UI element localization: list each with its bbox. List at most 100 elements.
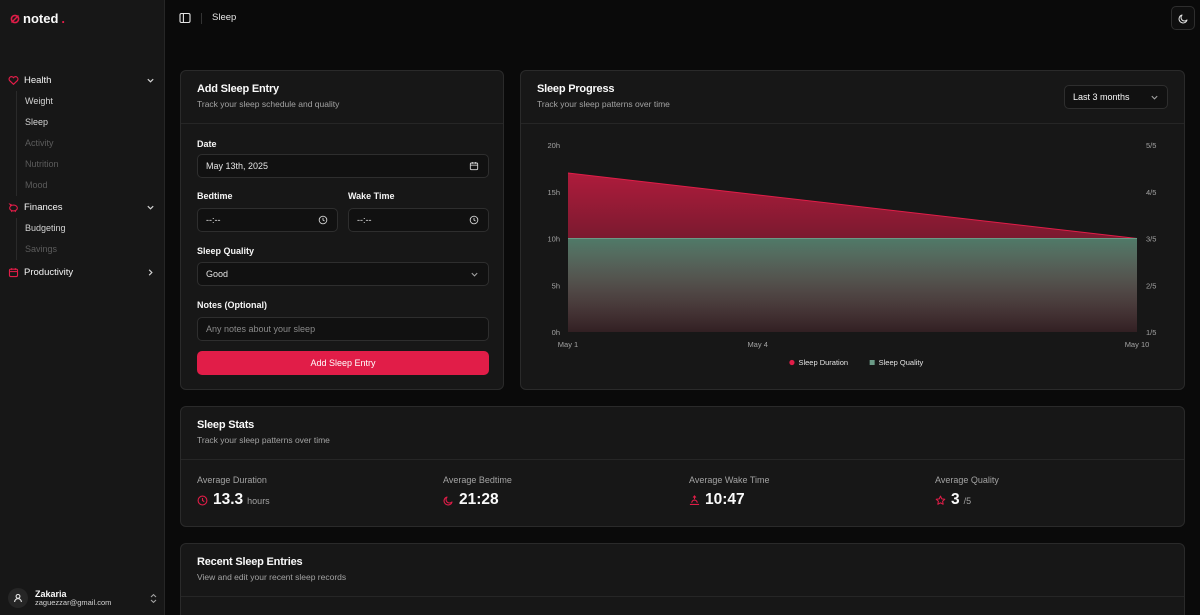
sidebar-item-budgeting[interactable]: Budgeting [25, 223, 66, 233]
sidebar-item-weight[interactable]: Weight [25, 96, 53, 106]
bedtime-input[interactable]: --:-- [197, 208, 338, 232]
nav-finances-label: Finances [24, 201, 63, 213]
stat-average-quality: Average Quality 3 /5 [935, 475, 1181, 509]
sidebar-item-sleep[interactable]: Sleep [25, 117, 49, 127]
sidebar: noted. Health Weight Sleep Activity Nutr… [0, 0, 165, 615]
quality-select[interactable]: Good [197, 262, 489, 286]
time-range-value: Last 3 months [1073, 92, 1130, 102]
date-label: Date [197, 139, 217, 149]
y-left-tick-label: 0h [552, 328, 560, 337]
nav-productivity-label: Productivity [24, 266, 74, 278]
legend-label: Sleep Quality [879, 358, 924, 367]
sidebar-item-savings: Savings [25, 244, 58, 254]
y-left-tick-label: 5h [552, 281, 560, 290]
date-value: May 13th, 2025 [206, 161, 269, 171]
chevron-down-icon [145, 75, 155, 85]
star-icon [935, 495, 946, 506]
calendar-icon [8, 267, 19, 278]
sunrise-icon [689, 494, 700, 506]
x-tick-label: May 4 [747, 340, 767, 349]
chevron-down-icon [145, 202, 155, 212]
chevrons-up-down-icon [148, 593, 158, 604]
notes-input[interactable]: Any notes about your sleep [197, 317, 489, 341]
notes-label: Notes (Optional) [197, 300, 267, 310]
nav-group-health: Health Weight Sleep Activity Nutrition M… [0, 70, 165, 196]
topbar: Sleep [165, 0, 1200, 36]
time-range-select[interactable]: Last 3 months [1064, 85, 1168, 109]
card-subtitle: View and edit your recent sleep records [197, 572, 347, 582]
stat-average-duration: Average Duration 13.3 hours [197, 475, 443, 509]
app-name-dot: . [61, 11, 66, 26]
waketime-input[interactable]: --:-- [348, 208, 489, 232]
sleep-stats-card: Sleep Stats Track your sleep patterns ov… [180, 406, 1185, 527]
heart-icon [8, 75, 19, 86]
card-subtitle: Track your sleep schedule and quality [197, 99, 340, 109]
y-left-tick-label: 15h [547, 188, 560, 197]
piggy-bank-icon [8, 202, 19, 213]
add-sleep-entry-button[interactable]: Add Sleep Entry [197, 351, 489, 375]
add-sleep-entry-card: Add Sleep Entry Track your sleep schedul… [180, 70, 504, 390]
y-left-tick-label: 20h [547, 141, 560, 150]
stat-value: 3 [951, 491, 960, 508]
y-left-tick-label: 10h [547, 235, 560, 244]
sleep-progress-card: Sleep Progress Track your sleep patterns… [520, 70, 1185, 390]
stat-average-wake-time: Average Wake Time 10:47 [689, 475, 935, 509]
y-right-tick-label: 2/5 [1146, 281, 1156, 290]
nav-group-productivity: Productivity [0, 262, 165, 282]
sleep-quality-area [568, 238, 1137, 332]
header-divider [201, 13, 202, 24]
card-subtitle: Track your sleep patterns over time [537, 99, 670, 109]
stats-row: Average Duration 13.3 hours Average Bedt… [197, 475, 1181, 509]
y-right-tick-label: 1/5 [1146, 328, 1156, 337]
user-menu[interactable]: Zakaria zaguezzar@gmail.com [8, 585, 158, 611]
stat-label: Average Bedtime [443, 475, 512, 485]
x-tick-label: May 10 [1125, 340, 1150, 349]
sleep-progress-chart: 0h 5h 10h 15h 20h 1/5 2/5 3/5 4/5 5/5 May 1 May 4 Ma… [547, 141, 1156, 367]
sidebar-item-activity: Activity [25, 138, 54, 148]
stat-unit: hours [247, 496, 270, 506]
moon-icon [443, 495, 454, 506]
stat-label: Average Duration [197, 475, 267, 485]
legend-marker [789, 359, 795, 366]
stat-value: 21:28 [459, 491, 499, 508]
date-picker[interactable]: May 13th, 2025 [197, 154, 489, 178]
card-title: Sleep Progress [537, 83, 615, 95]
card-title: Sleep Stats [197, 419, 255, 431]
app-logo[interactable]: noted. [10, 11, 65, 26]
logo-icon [10, 14, 20, 23]
chevron-down-icon [1151, 95, 1158, 100]
chevron-down-icon [468, 268, 480, 280]
moon-icon [1178, 14, 1187, 23]
calendar-icon [468, 160, 480, 172]
user-icon [14, 593, 22, 603]
y-right-tick-label: 5/5 [1146, 141, 1156, 150]
x-tick-label: May 1 [558, 340, 578, 349]
quality-value: Good [206, 269, 229, 279]
stat-label: Average Wake Time [689, 475, 770, 485]
nav-finances[interactable]: Finances [0, 197, 165, 217]
panel-left-icon [179, 12, 191, 24]
app-name: noted [23, 11, 59, 26]
user-name: Zakaria [35, 588, 67, 599]
nav-productivity[interactable]: Productivity [0, 262, 165, 282]
sleep-duration-line [567, 172, 1138, 239]
user-info: Zakaria zaguezzar@gmail.com [35, 589, 141, 608]
sidebar-toggle-button[interactable] [178, 11, 192, 25]
card-title: Add Sleep Entry [197, 83, 279, 95]
notes-placeholder: Any notes about your sleep [206, 324, 316, 334]
stat-unit: /5 [963, 496, 972, 506]
legend-label: Sleep Duration [798, 358, 848, 367]
user-email: zaguezzar@gmail.com [35, 597, 112, 607]
waketime-label: Wake Time [348, 191, 395, 201]
legend-marker [869, 360, 875, 365]
card-title: Recent Sleep Entries [197, 556, 303, 568]
clock-icon [197, 495, 208, 506]
theme-toggle-button[interactable] [1171, 6, 1195, 30]
nav-health-sub: Weight Sleep Activity Nutrition Mood [16, 91, 165, 196]
nav-finances-sub: Budgeting Savings [16, 218, 165, 260]
card-header: Sleep Progress Track your sleep patterns… [521, 71, 1184, 124]
clock-icon [317, 214, 329, 226]
chevron-right-icon [145, 267, 155, 277]
nav-health-label: Health [24, 74, 52, 86]
nav-health[interactable]: Health [0, 70, 165, 90]
